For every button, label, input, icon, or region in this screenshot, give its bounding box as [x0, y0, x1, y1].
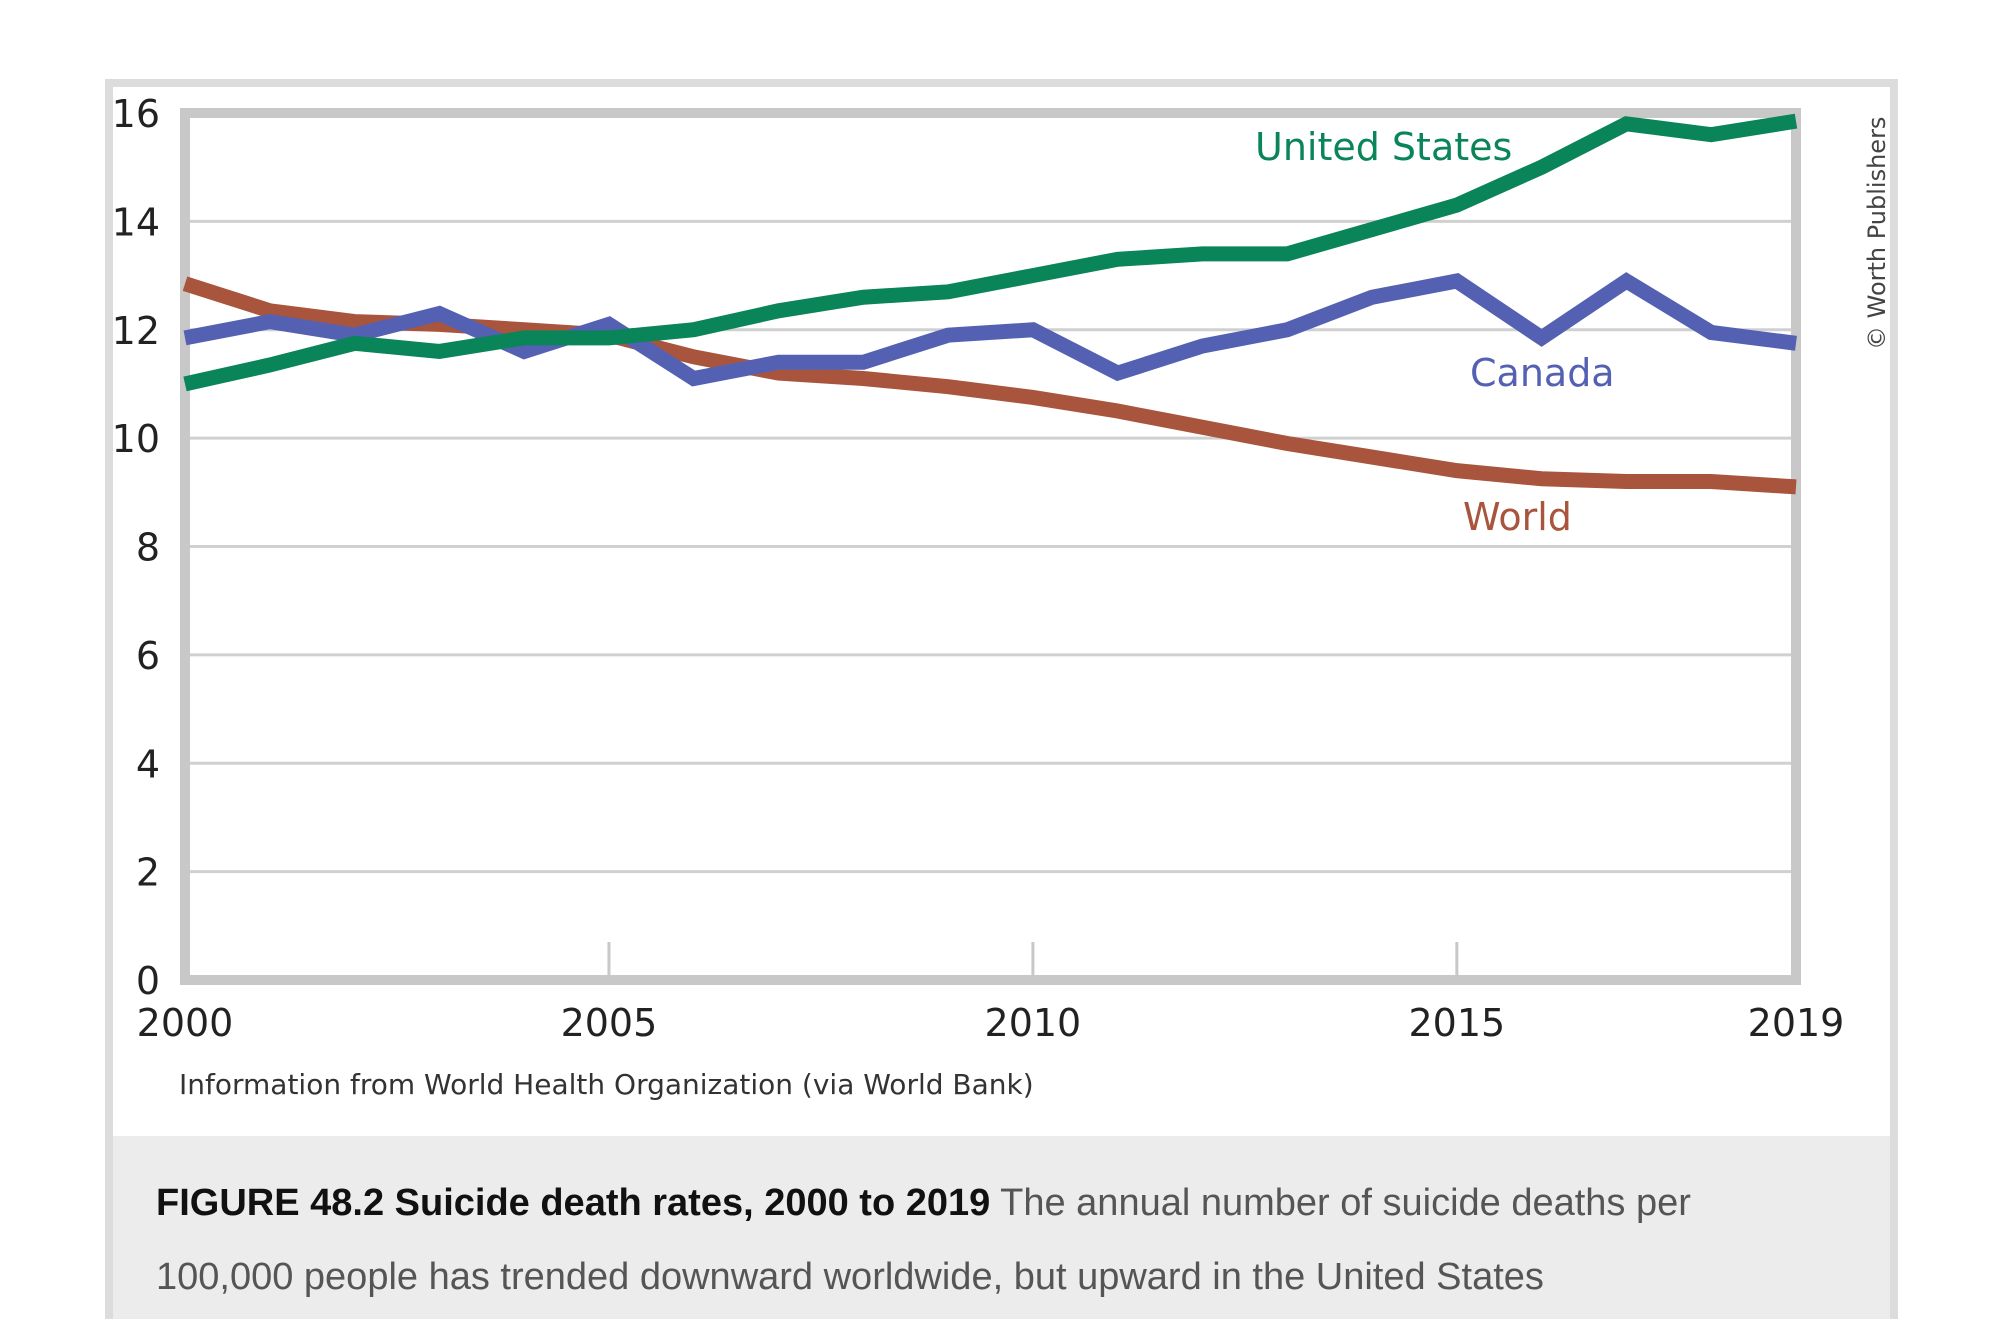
figure-caption-line-1: FIGURE 48.2 Suicide death rates, 2000 to…	[156, 1182, 1691, 1225]
y-tick-label: 14	[112, 200, 160, 244]
figure-caption-text: The annual number of suicide deaths per	[990, 1182, 1691, 1224]
y-tick-label: 4	[136, 742, 160, 786]
y-tick-label: 6	[136, 634, 160, 678]
series-label-world: World	[1463, 495, 1572, 539]
x-tick-label: 2010	[985, 1001, 1082, 1045]
x-tick-label: 2005	[561, 1001, 658, 1045]
plot-frame	[180, 108, 1801, 985]
x-axis-labels: 2000 2005 2010 2015 2019	[137, 1001, 1845, 1045]
y-tick-label: 2	[136, 851, 160, 895]
x-tick-label: 2019	[1748, 1001, 1845, 1045]
y-tick-label: 0	[136, 959, 160, 1003]
y-axis-labels: 0 2 4 6 8 10 12 14 16	[112, 92, 160, 1003]
x-ticks	[607, 942, 1459, 980]
series-label-canada: Canada	[1470, 351, 1615, 395]
series-lines	[182, 113, 1798, 495]
figure-caption-line-2: 100,000 people has trended downward worl…	[156, 1256, 1544, 1298]
x-tick-label: 2015	[1408, 1001, 1505, 1045]
chart-area	[113, 87, 1890, 1136]
copyright-notice: © Worth Publishers	[1863, 117, 1891, 350]
series-label-united-states: United States	[1255, 125, 1512, 169]
source-note: Information from World Health Organizati…	[179, 1068, 1034, 1101]
y-tick-label: 10	[112, 417, 160, 461]
y-tick-label: 16	[112, 92, 160, 136]
series-line-united-states	[183, 113, 1798, 392]
figure-caption-title: FIGURE 48.2 Suicide death rates, 2000 to…	[156, 1182, 991, 1224]
caption-box	[113, 1136, 1890, 1319]
y-tick-label: 12	[112, 309, 160, 353]
series-line-canada	[183, 272, 1797, 387]
y-tick-label: 8	[136, 526, 160, 570]
x-tick-label: 2000	[137, 1001, 234, 1045]
